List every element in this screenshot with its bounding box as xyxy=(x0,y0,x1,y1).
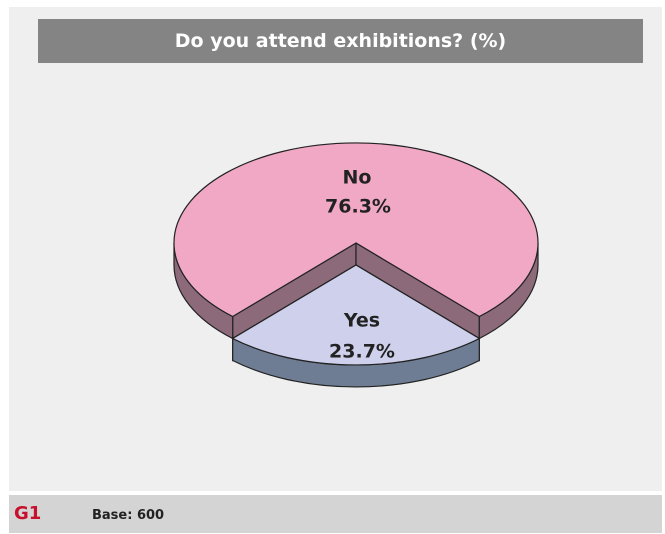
slice-label-yes: Yes xyxy=(343,310,380,332)
figure-tag: G1 xyxy=(14,503,42,524)
slice-yes xyxy=(231,264,481,366)
slice-value-yes: 23.7% xyxy=(329,341,395,363)
slice-no xyxy=(173,142,539,318)
footer-bar xyxy=(9,495,662,533)
base-label: Base: 600 xyxy=(92,508,165,523)
pie-tops xyxy=(173,142,539,366)
slice-label-no: No xyxy=(343,167,372,189)
slice-value-no: 76.3% xyxy=(325,196,391,218)
pie-labels: No 76.3% Yes 23.7% xyxy=(325,167,395,363)
chart-title: Do you attend exhibitions? (%) xyxy=(38,19,643,63)
